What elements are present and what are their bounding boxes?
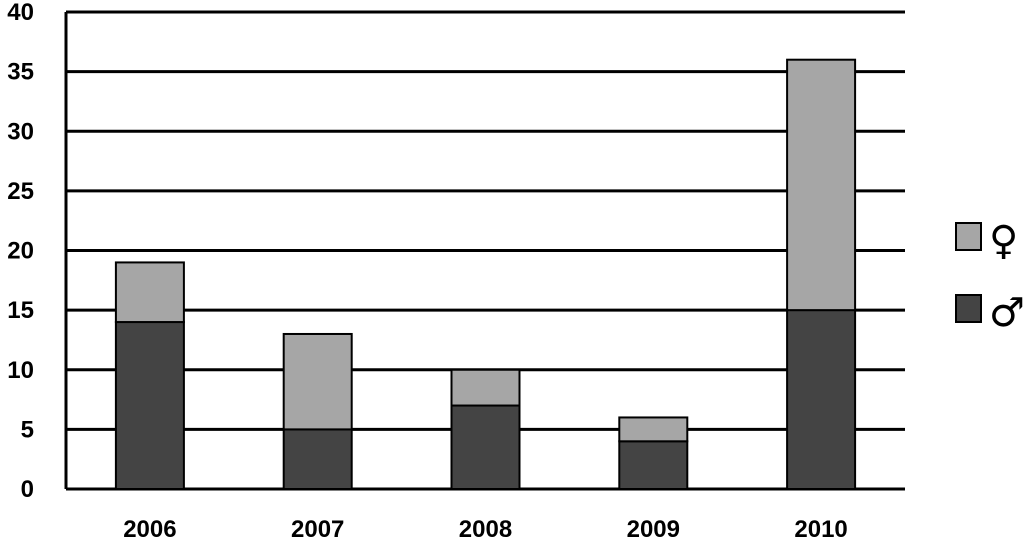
bars: [114, 58, 857, 490]
bar-segment-female: [114, 261, 185, 324]
legend-label-male: ♂: [989, 290, 1024, 336]
bar-segment-female: [786, 58, 857, 312]
x-tick-label: 2006: [123, 516, 176, 543]
bar-segment-female: [282, 332, 353, 431]
x-tick-label: 2010: [794, 516, 847, 543]
y-tick-label: 5: [21, 416, 34, 443]
x-tick-label: 2007: [291, 516, 344, 543]
y-tick-label: 25: [7, 178, 34, 205]
y-tick-label: 40: [7, 0, 34, 26]
legend-swatch-female: [955, 222, 982, 251]
y-tick-label: 0: [21, 476, 34, 503]
y-tick-label: 10: [7, 357, 34, 384]
y-tick-label: 15: [7, 297, 34, 324]
x-tick-label: 2008: [459, 516, 512, 543]
bar-segment-male: [786, 309, 857, 490]
legend-swatch-male: [955, 294, 982, 323]
x-tick-label: 2009: [627, 516, 680, 543]
y-tick-label: 30: [7, 118, 34, 145]
bar-segment-male: [618, 440, 689, 490]
bar-segment-male: [114, 321, 185, 490]
bar-segment-female: [450, 368, 521, 407]
gridlines: [66, 10, 905, 491]
y-tick-labels: 0 5 10 15 20 25 30 35 40: [7, 0, 34, 503]
bar-segment-male: [450, 404, 521, 490]
y-tick-label: 35: [7, 59, 34, 86]
legend-label-female: ♀: [989, 218, 1018, 264]
legend: ♀ ♂: [955, 218, 1024, 336]
bar-segment-female: [618, 416, 689, 443]
bar-segment-male: [282, 428, 353, 490]
x-tick-labels: 2006 2007 2008 2009 2010: [123, 516, 848, 543]
y-tick-label: 20: [7, 238, 34, 265]
